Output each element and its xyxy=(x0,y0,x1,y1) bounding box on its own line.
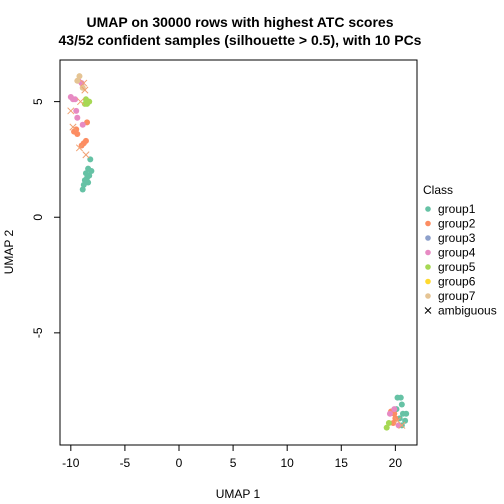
legend-label-group5: group5 xyxy=(438,260,476,274)
chart-subtitle: 43/52 confident samples (silhouette > 0.… xyxy=(59,32,422,48)
x-tick-label: 5 xyxy=(230,456,237,470)
legend: Class group1group2group3group4group5grou… xyxy=(423,183,497,318)
legend-label-group6: group6 xyxy=(438,275,476,289)
point-group4 xyxy=(73,107,80,114)
point-group5 xyxy=(383,424,390,431)
point-group5 xyxy=(385,420,392,427)
legend-label-group3: group3 xyxy=(438,231,476,245)
y-tick-label: 0 xyxy=(31,214,45,221)
y-axis: -5 0 5 xyxy=(31,98,61,338)
legend-marker-group3 xyxy=(425,235,431,241)
point-ambiguous xyxy=(82,151,90,159)
point-ambiguous xyxy=(67,107,75,115)
point-group1 xyxy=(80,181,87,188)
legend-label-ambiguous: ambiguous xyxy=(438,304,497,318)
point-group4 xyxy=(386,410,393,417)
point-group1 xyxy=(403,410,410,417)
point-group7 xyxy=(76,73,83,80)
point-ambiguous xyxy=(398,421,406,429)
y-axis-label: UMAP 2 xyxy=(2,229,16,274)
legend-label-group7: group7 xyxy=(438,289,476,303)
legend-marker-group5 xyxy=(425,264,431,270)
point-group4 xyxy=(72,96,79,103)
x-tick-label: 15 xyxy=(335,456,349,470)
x-tick-label: 0 xyxy=(176,456,183,470)
x-axis-label: UMAP 1 xyxy=(216,487,261,501)
point-group1 xyxy=(402,417,409,424)
y-tick-label: -5 xyxy=(31,327,45,338)
legend-marker-group4 xyxy=(425,249,431,256)
point-ambiguous xyxy=(69,123,77,131)
point-group4 xyxy=(74,114,81,121)
y-tick-label: 5 xyxy=(31,98,45,105)
x-tick-label: -10 xyxy=(62,456,80,470)
point-ambiguous xyxy=(75,144,84,152)
point-group4 xyxy=(391,406,398,413)
x-tick-label: 20 xyxy=(389,456,403,470)
legend-marker-group7 xyxy=(425,293,431,299)
legend-marker-group2 xyxy=(425,220,431,227)
point-group7 xyxy=(74,77,81,84)
point-group4 xyxy=(79,121,86,128)
point-group1 xyxy=(79,186,86,193)
legend-marker-group1 xyxy=(425,206,431,212)
plot-frame xyxy=(59,59,418,446)
point-group2 xyxy=(390,420,397,427)
legend-title: Class xyxy=(423,183,453,197)
x-axis: -10 -5 0 5 10 15 20 xyxy=(62,444,403,470)
point-group2 xyxy=(74,130,81,137)
legend-label-group1: group1 xyxy=(438,202,476,216)
chart-title: UMAP on 30000 rows with highest ATC scor… xyxy=(86,14,393,30)
point-group2 xyxy=(391,410,398,417)
point-group1 xyxy=(88,167,95,174)
point-ambiguous xyxy=(80,79,88,87)
legend-marker-group6 xyxy=(425,278,431,285)
point-group1 xyxy=(397,394,404,401)
x-tick-label: 10 xyxy=(281,456,295,470)
data-points xyxy=(67,73,410,431)
point-group1 xyxy=(398,401,405,408)
legend-marker-ambiguous xyxy=(424,307,432,314)
point-group5 xyxy=(86,98,93,105)
point-ambiguous xyxy=(81,86,89,94)
legend-label-group4: group4 xyxy=(438,246,476,260)
point-ambiguous xyxy=(77,98,85,106)
legend-label-group2: group2 xyxy=(438,217,476,231)
x-tick-label: -5 xyxy=(120,456,131,470)
